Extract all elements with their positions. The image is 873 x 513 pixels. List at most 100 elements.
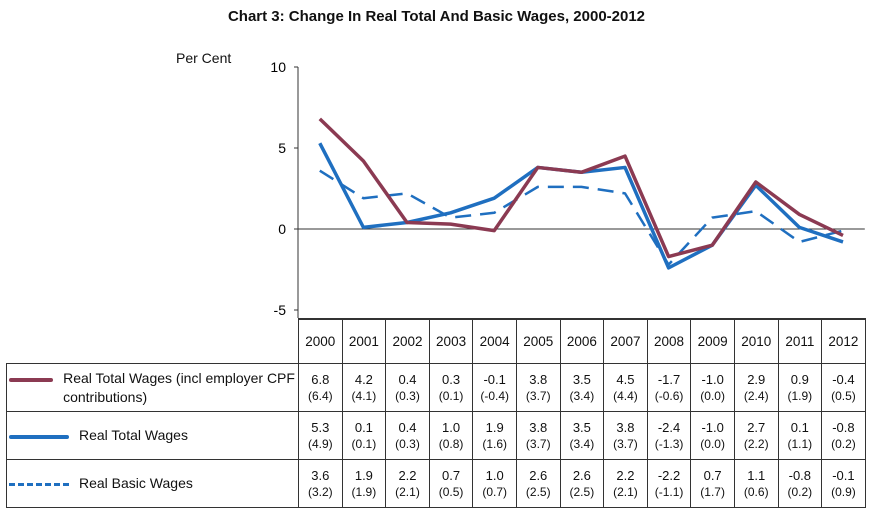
table-cell: 3.8 (3.7) bbox=[515, 411, 561, 460]
chart-title: Chart 3: Change In Real Total And Basic … bbox=[227, 8, 646, 25]
year-header: 2005 bbox=[515, 318, 561, 364]
y-axis-label: Per Cent bbox=[176, 50, 232, 66]
sub-value: (0.9) bbox=[831, 484, 856, 499]
table-cell: 2.9 (2.4) bbox=[733, 363, 779, 412]
sub-value: (0.2) bbox=[787, 484, 813, 499]
table-cell: 0.3 (0.1) bbox=[428, 363, 474, 412]
sub-value: (0.6) bbox=[743, 484, 769, 499]
value: 1.0 bbox=[442, 419, 461, 435]
year-header: 2011 bbox=[777, 318, 823, 364]
sub-value: (0.2) bbox=[831, 436, 856, 451]
table-cell: -0.8 (0.2) bbox=[821, 411, 866, 460]
sub-value: (0.7) bbox=[482, 484, 508, 499]
value: -0.8 bbox=[788, 467, 812, 483]
series-line-0 bbox=[318, 117, 844, 259]
value: 0.7 bbox=[442, 467, 461, 483]
legend-swatch bbox=[9, 483, 69, 486]
value: 1.1 bbox=[747, 467, 766, 483]
value: 2.6 bbox=[572, 467, 591, 483]
y-tick-label: -5 bbox=[274, 302, 287, 318]
sub-value: (0.3) bbox=[395, 388, 420, 403]
table-cell: 1.0 (0.8) bbox=[428, 411, 474, 460]
value: 0.4 bbox=[398, 371, 417, 387]
sub-value: (-0.4) bbox=[480, 388, 509, 403]
value: 2.9 bbox=[747, 371, 766, 387]
table-cell: 6.8 (6.4) bbox=[298, 363, 343, 412]
legend-label: Real Total Wages (incl employer CPF cont… bbox=[63, 369, 295, 405]
table-cell: 0.4 (0.3) bbox=[385, 411, 430, 460]
value: -0.1 bbox=[483, 371, 506, 387]
value: 0.1 bbox=[354, 419, 373, 435]
table-row: Real Total Wages 5.3 (4.9) 0.1 (0.1) 0.4 (0.3)… bbox=[6, 411, 866, 460]
sub-value: (0.0) bbox=[700, 388, 725, 403]
table-cell: 1.9 (1.6) bbox=[472, 411, 517, 460]
table-cell: 2.6 (2.5) bbox=[515, 459, 561, 508]
table-cell: 3.6 (3.2) bbox=[298, 459, 343, 508]
value: 3.5 bbox=[572, 419, 591, 435]
sub-value: (0.5) bbox=[438, 484, 464, 499]
series-line-1 bbox=[318, 142, 844, 270]
table-cell: 0.1 (1.1) bbox=[777, 411, 823, 460]
y-tick-label: 0 bbox=[278, 221, 286, 237]
value: 2.2 bbox=[398, 467, 417, 483]
value: -0.8 bbox=[832, 419, 855, 435]
sub-value: (3.7) bbox=[525, 436, 551, 451]
table-cell: 3.5 (3.4) bbox=[559, 411, 605, 460]
value: 5.3 bbox=[311, 419, 330, 435]
sub-value: (2.2) bbox=[743, 436, 769, 451]
year-header: 2001 bbox=[341, 318, 387, 364]
table-cell: 2.7 (2.2) bbox=[733, 411, 779, 460]
y-tick-label: 5 bbox=[278, 140, 286, 156]
year-header: 2000 bbox=[298, 318, 343, 364]
table-cell: -1.0 (0.0) bbox=[690, 363, 735, 412]
sub-value: (1.1) bbox=[787, 436, 813, 451]
table-cell: 0.4 (0.3) bbox=[385, 363, 430, 412]
sub-value: (3.2) bbox=[307, 484, 333, 499]
legend-swatch bbox=[9, 377, 54, 382]
sub-value: (3.4) bbox=[569, 388, 595, 403]
value: -2.4 bbox=[657, 419, 681, 435]
sub-value: (-0.6) bbox=[654, 388, 684, 403]
sub-value: (0.3) bbox=[395, 436, 420, 451]
table-cell: 0.1 (0.1) bbox=[341, 411, 387, 460]
year-header: 2008 bbox=[646, 318, 692, 364]
value: -1.0 bbox=[701, 419, 724, 435]
value: 2.7 bbox=[747, 419, 766, 435]
value: 4.2 bbox=[354, 371, 373, 387]
legend-swatch bbox=[9, 435, 69, 439]
table-cell: -0.1 (0.9) bbox=[821, 459, 866, 508]
table-cell: -1.0 (0.0) bbox=[690, 411, 735, 460]
value: -0.1 bbox=[832, 467, 855, 483]
table-corner bbox=[6, 319, 299, 364]
sub-value: (2.1) bbox=[613, 484, 638, 499]
value: 6.8 bbox=[311, 371, 330, 387]
value: 2.6 bbox=[529, 467, 548, 483]
value: 0.9 bbox=[790, 371, 809, 387]
legend-label: Real Basic Wages bbox=[79, 475, 193, 491]
table-cell: 0.9 (1.9) bbox=[777, 363, 823, 412]
sub-value: (1.7) bbox=[700, 484, 725, 499]
sub-value: (2.5) bbox=[525, 484, 551, 499]
value: 3.5 bbox=[572, 371, 591, 387]
table-cell: 3.8 (3.7) bbox=[515, 363, 561, 412]
table-cell: 0.7 (1.7) bbox=[690, 459, 735, 508]
table-cell: 1.1 (0.6) bbox=[733, 459, 779, 508]
year-header: 2003 bbox=[428, 318, 474, 364]
value: 1.0 bbox=[485, 467, 504, 483]
table-row: Real Total Wages (incl employer CPF cont… bbox=[6, 363, 866, 412]
table-cell: 1.0 (0.7) bbox=[472, 459, 517, 508]
sub-value: (4.4) bbox=[613, 388, 638, 403]
sub-value: (0.0) bbox=[700, 436, 725, 451]
year-header: 2002 bbox=[385, 318, 430, 364]
legend-label: Real Total Wages bbox=[79, 427, 188, 443]
sub-value: (3.7) bbox=[525, 388, 551, 403]
value: 0.1 bbox=[790, 419, 809, 435]
value: -0.4 bbox=[832, 371, 855, 387]
table-cell: -0.4 (0.5) bbox=[821, 363, 866, 412]
sub-value: (0.1) bbox=[438, 388, 464, 403]
table-cell: 2.2 (2.1) bbox=[385, 459, 430, 508]
sub-value: (1.6) bbox=[482, 436, 508, 451]
sub-value: (6.4) bbox=[307, 388, 333, 403]
table-cell: -2.4 (-1.3) bbox=[646, 411, 692, 460]
